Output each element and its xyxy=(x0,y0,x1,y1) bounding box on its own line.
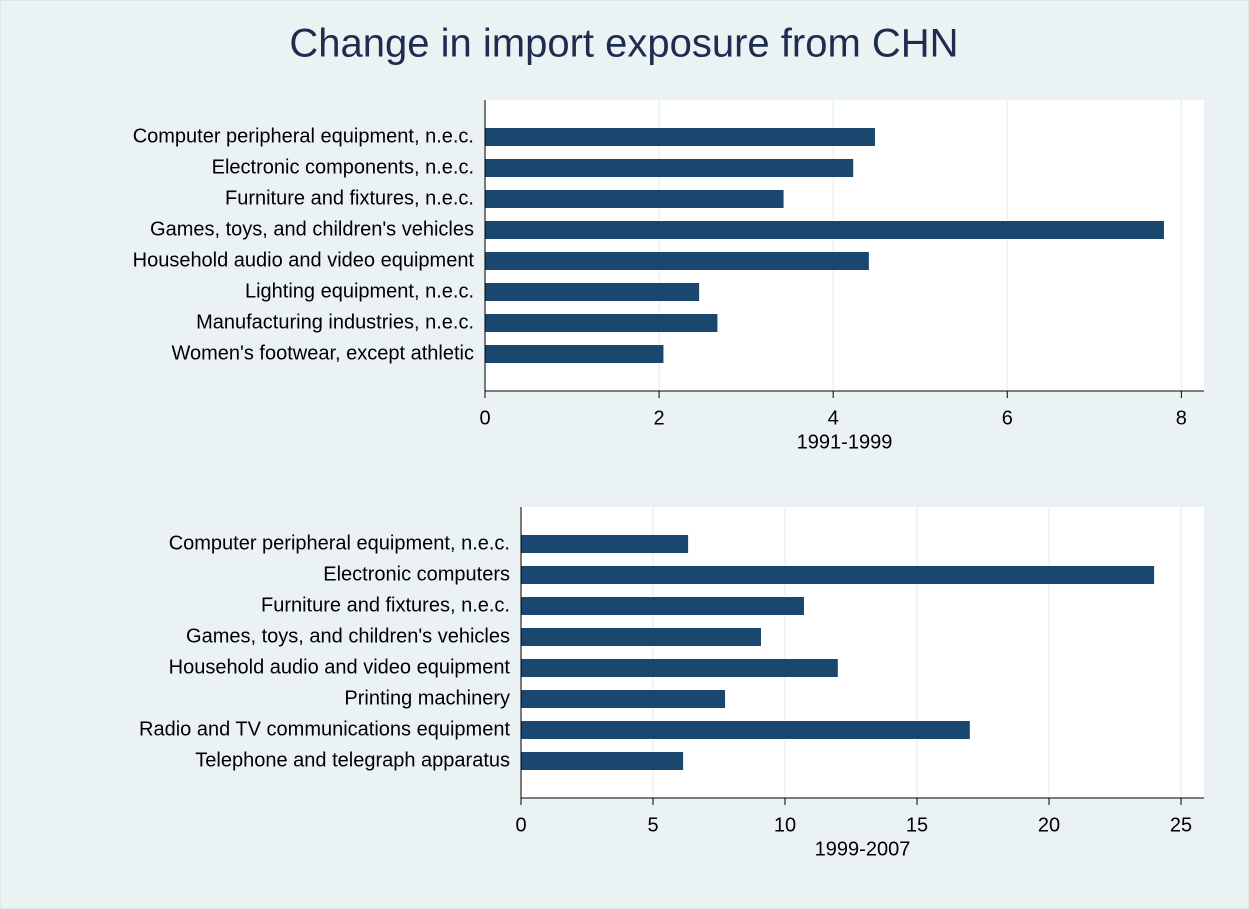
plot-area xyxy=(485,100,1204,391)
x-axis-label: 1991-1999 xyxy=(797,431,893,453)
bar xyxy=(521,535,689,553)
x-tick-label: 6 xyxy=(1002,407,1013,429)
bar xyxy=(521,721,970,739)
bar xyxy=(521,752,684,770)
y-tick-label: Games, toys, and children's vehicles xyxy=(186,625,510,647)
bar xyxy=(521,690,726,708)
x-tick-label: 5 xyxy=(647,814,658,836)
bar xyxy=(521,566,1155,584)
x-tick-label: 20 xyxy=(1038,814,1060,836)
y-tick-label: Telephone and telegraph apparatus xyxy=(195,749,510,771)
y-tick-label: Furniture and fixtures, n.e.c. xyxy=(225,187,474,209)
x-tick-label: 10 xyxy=(774,814,796,836)
plot-area xyxy=(521,507,1204,798)
x-tick-label: 0 xyxy=(479,407,490,429)
y-tick-label: Lighting equipment, n.e.c. xyxy=(245,280,474,302)
y-tick-label: Household audio and video equipment xyxy=(169,656,511,678)
y-tick-label: Women's footwear, except athletic xyxy=(172,342,475,364)
bar xyxy=(521,659,838,677)
x-tick-label: 15 xyxy=(906,814,928,836)
bar xyxy=(521,597,805,615)
y-tick-label: Computer peripheral equipment, n.e.c. xyxy=(133,125,474,147)
y-tick-label: Computer peripheral equipment, n.e.c. xyxy=(169,532,510,554)
bar xyxy=(485,345,664,363)
y-tick-label: Radio and TV communications equipment xyxy=(139,718,510,740)
y-tick-label: Electronic components, n.e.c. xyxy=(212,156,474,178)
chart-title: Change in import exposure from CHN xyxy=(289,22,958,66)
x-tick-label: 8 xyxy=(1176,407,1187,429)
x-tick-label: 4 xyxy=(828,407,839,429)
y-tick-label: Household audio and video equipment xyxy=(133,249,475,271)
bar xyxy=(485,221,1164,239)
bar xyxy=(485,252,869,270)
y-tick-label: Printing machinery xyxy=(344,687,510,709)
bar xyxy=(485,190,784,208)
y-tick-label: Games, toys, and children's vehicles xyxy=(150,218,474,240)
x-axis-label: 1999-2007 xyxy=(815,838,911,860)
x-tick-label: 2 xyxy=(654,407,665,429)
x-tick-label: 25 xyxy=(1170,814,1192,836)
y-tick-label: Furniture and fixtures, n.e.c. xyxy=(261,594,510,616)
y-tick-label: Manufacturing industries, n.e.c. xyxy=(196,311,474,333)
bar xyxy=(485,314,718,332)
bar xyxy=(485,128,875,146)
bar xyxy=(485,159,854,177)
bar xyxy=(521,628,761,646)
bar xyxy=(485,283,700,301)
y-tick-label: Electronic computers xyxy=(323,563,510,585)
x-tick-label: 0 xyxy=(515,814,526,836)
